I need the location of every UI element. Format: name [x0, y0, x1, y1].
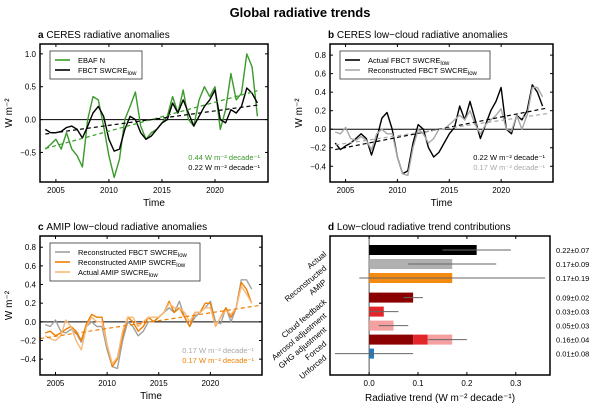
panel-title: a CERES radiative anomalies [38, 30, 170, 41]
bar-cloud-feedback [369, 292, 414, 303]
legend-box [49, 50, 143, 80]
panel-b: b CERES low−cloud radiative anomalies −0.… [294, 30, 554, 209]
legend-label: Actual FBCT SWCRElow [368, 56, 450, 67]
plot-frame [329, 43, 554, 183]
y-axis-label: W m⁻² [4, 290, 15, 320]
y-tick-label: 0.4 [315, 88, 327, 97]
trend-line [335, 112, 548, 146]
panel-d: d Low−cloud radiative trend contribution… [270, 222, 589, 404]
x-axis-label: Time [431, 198, 453, 209]
legend-label: EBAF N [78, 56, 105, 65]
x-tick-label: 2020 [492, 186, 510, 195]
panel-title: d Low−cloud radiative trend contribution… [328, 222, 511, 233]
trend-annotation: 0.22 W m⁻² decade⁻¹ [473, 153, 545, 162]
series-line-ebaf-n [44, 53, 259, 179]
panel-c: c AMIP low−cloud radiative anomalies −0.4… [4, 222, 263, 402]
x-tick-label: 2015 [150, 379, 168, 388]
y-tick-label: 0.2 [315, 107, 327, 116]
x-tick-label: 2015 [153, 186, 171, 195]
trend-line [39, 304, 263, 340]
value-label: 0.22±0.07 [556, 246, 589, 255]
value-label: 0.01±0.08 [556, 350, 589, 359]
y-tick-label: 0.6 [25, 262, 37, 271]
value-label: 0.09±0.02 [556, 294, 589, 303]
bar-actual [369, 245, 477, 255]
y-tick-label: 0.6 [315, 70, 327, 79]
y-tick-label: 0.8 [315, 51, 327, 60]
x-tick-label: 2005 [337, 186, 355, 195]
value-label: 0.05±0.03 [556, 322, 589, 331]
plot-frame [39, 43, 269, 183]
legend-label: Reconstructed FBCT SWCRElow [368, 66, 478, 77]
bar-forced [413, 334, 428, 345]
trend-annotation: 0.44 W m⁻² decade⁻¹ [188, 153, 260, 162]
legend-box [339, 50, 491, 80]
y-axis-label: W m⁻² [4, 98, 15, 128]
x-axis-label: Time [143, 198, 165, 209]
bar-forced [369, 334, 414, 345]
legend-box [49, 242, 201, 282]
figure-title: Global radiative trends [230, 5, 371, 20]
value-label: 0.16±0.04 [556, 336, 589, 345]
trend-annotation: 0.17 W m⁻² decade⁻¹ [182, 356, 254, 365]
series-line-actual-fbct-swcre-low [334, 84, 544, 175]
legend-label: FBCT SWCRElow [78, 66, 137, 77]
x-tick-label: 2010 [100, 186, 118, 195]
series-line-actual-amip-swcre-low [44, 285, 253, 365]
panel-a: a CERES radiative anomalies −0.5 0.0 0.5 1.0… [4, 30, 269, 209]
plot-frame [39, 235, 263, 376]
value-label: 0.03±0.03 [556, 308, 589, 317]
y-tick-label: −0.4 [310, 162, 326, 171]
x-tick-label: 2020 [201, 379, 219, 388]
plot-frame [329, 235, 551, 376]
value-label: 0.17±0.09 [556, 260, 589, 269]
y-tick-label: 0.0 [315, 125, 327, 134]
y-tick-label: −0.4 [20, 355, 36, 364]
x-axis-label: Time [140, 391, 162, 402]
x-tick-label: 2005 [47, 186, 65, 195]
panel-title: b CERES low−cloud radiative anomalies [328, 30, 508, 41]
y-tick-label: 0.0 [25, 116, 37, 125]
panel-title: c AMIP low−cloud radiative anomalies [38, 222, 207, 233]
x-tick-label: 2020 [206, 186, 224, 195]
y-tick-label: −0.5 [20, 148, 36, 157]
x-tick-label: 0.0 [364, 379, 376, 388]
legend-label: Reconstructed FBCT SWCRElow [78, 248, 188, 259]
trend-line [45, 104, 258, 135]
series-line-fbct-swcre-low [44, 87, 259, 152]
legend-label: Reconstructed AMIP SWCRElow [78, 258, 186, 269]
trend-annotation: 0.17 W m⁻² decade⁻¹ [182, 346, 254, 355]
y-tick-label: 0.0 [25, 318, 37, 327]
y-axis-label: W m⁻² [294, 98, 305, 128]
x-tick-label: 2015 [440, 186, 458, 195]
x-tick-label: 0.2 [461, 379, 473, 388]
x-tick-label: 2010 [389, 186, 407, 195]
x-tick-label: 0.1 [412, 379, 424, 388]
y-tick-label: 0.2 [25, 299, 37, 308]
y-tick-label: 0.5 [25, 83, 37, 92]
trend-annotation: 0.17 W m⁻² decade⁻¹ [473, 163, 545, 172]
trend-annotation: 0.22 W m⁻² decade⁻¹ [188, 163, 260, 172]
y-tick-label: 0.4 [25, 281, 37, 290]
value-label: 0.17±0.19 [556, 274, 589, 283]
trend-line [45, 90, 258, 150]
y-tick-label: 0.8 [25, 243, 37, 252]
legend-label: Actual AMIP SWCRElow [78, 268, 158, 279]
x-tick-label: 2005 [47, 379, 65, 388]
y-tick-label: −0.2 [20, 336, 36, 345]
x-axis-label: Radiative trend (W m⁻² decade⁻¹) [365, 393, 515, 404]
y-tick-label: −0.2 [310, 144, 326, 153]
x-tick-label: 0.3 [510, 379, 522, 388]
x-tick-label: 2010 [98, 379, 116, 388]
y-tick-label: 1.0 [25, 50, 37, 59]
